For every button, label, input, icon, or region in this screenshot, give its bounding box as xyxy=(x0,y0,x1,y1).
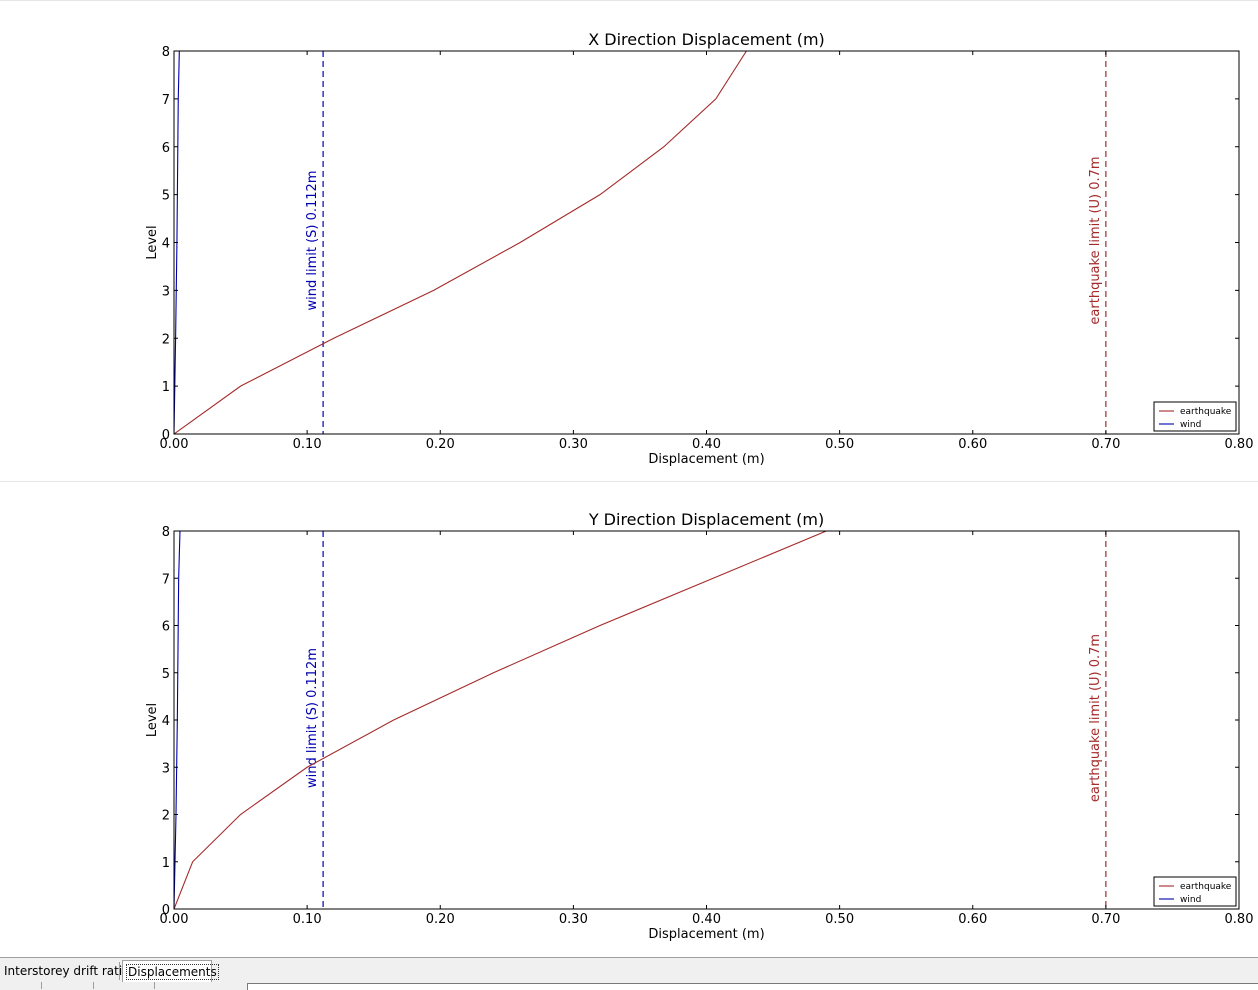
chart-title: Y Direction Displacement (m) xyxy=(588,510,824,529)
x-tick-label: 0.30 xyxy=(559,437,588,452)
status-bar xyxy=(0,982,1258,990)
legend-label: wind xyxy=(1180,420,1201,430)
y-tick-label: 8 xyxy=(162,45,170,60)
x-tick-label: 0.80 xyxy=(1225,912,1254,927)
x-tick-label: 0.60 xyxy=(958,437,987,452)
x-tick-label: 0.70 xyxy=(1091,912,1120,927)
y-tick-label: 5 xyxy=(162,667,170,682)
y-tick-label: 4 xyxy=(162,714,170,729)
limit-label: earthquake limit (U) 0.7m xyxy=(1088,634,1103,802)
x-tick-label: 0.30 xyxy=(559,912,588,927)
status-bar-divider xyxy=(154,982,155,989)
limit-label: wind limit (S) 0.112m xyxy=(305,170,320,310)
y-axis-label: Level xyxy=(145,225,160,259)
x-tick-label: 0.50 xyxy=(825,437,854,452)
x-tick-label: 0.40 xyxy=(692,437,721,452)
x-displacement-chart: X Direction Displacement (m) wind limit (… xyxy=(145,30,1254,467)
x-axis-label: Displacement (m) xyxy=(648,927,764,942)
status-bar-divider xyxy=(93,982,94,989)
status-bar-field xyxy=(247,983,1258,990)
chart-title: X Direction Displacement (m) xyxy=(588,30,825,49)
y-tick-label: 7 xyxy=(162,572,170,587)
x-axis-label: Displacement (m) xyxy=(648,452,764,467)
tab-label: Displacements xyxy=(126,964,219,980)
series-line-earthquake xyxy=(174,531,827,909)
x-tick-label: 0.50 xyxy=(825,912,854,927)
y-tick-label: 4 xyxy=(162,237,170,252)
x-tick-label: 0.10 xyxy=(293,437,322,452)
x-tick-label: 0.00 xyxy=(160,437,189,452)
plot-frame xyxy=(173,50,1240,435)
y-tick-label: 7 xyxy=(162,93,170,108)
y-tick-label: 0 xyxy=(162,428,170,443)
y-tick-label: 6 xyxy=(162,620,170,635)
y-tick-label: 5 xyxy=(162,189,170,204)
x-tick-label: 0.80 xyxy=(1225,437,1254,452)
tab-displacements[interactable]: Displacements xyxy=(122,960,219,982)
x-tick-label: 0.20 xyxy=(426,912,455,927)
x-tick-label: 0.70 xyxy=(1091,437,1120,452)
y-tick-label: 1 xyxy=(162,380,170,395)
legend-box xyxy=(1153,876,1237,907)
x-tick-label: 0.60 xyxy=(958,912,987,927)
x-tick-label: 0.10 xyxy=(293,912,322,927)
legend-label: earthquake xyxy=(1180,882,1232,892)
legend-label: wind xyxy=(1180,895,1201,905)
y-displacement-panel: Y Direction Displacement (m) wind limit (… xyxy=(0,481,1258,958)
series-group xyxy=(174,51,747,434)
x-tick-label: 0.40 xyxy=(692,912,721,927)
legend-box xyxy=(1153,401,1237,432)
y-tick-label: 2 xyxy=(162,332,170,347)
y-tick-label: 2 xyxy=(162,809,170,824)
y-tick-label: 1 xyxy=(162,856,170,871)
legend-label: earthquake xyxy=(1180,407,1232,417)
y-tick-label: 3 xyxy=(162,761,170,776)
plot-frame xyxy=(173,530,1240,910)
tab-label: Interstorey drift ratios xyxy=(4,964,136,978)
limit-label: wind limit (S) 0.112m xyxy=(305,648,320,788)
y-tick-label: 3 xyxy=(162,284,170,299)
y-tick-label: 8 xyxy=(162,525,170,540)
series-group xyxy=(174,531,827,909)
y-displacement-chart: Y Direction Displacement (m) wind limit (… xyxy=(145,510,1254,942)
limit-label: earthquake limit (U) 0.7m xyxy=(1088,156,1103,324)
y-tick-label: 6 xyxy=(162,141,170,156)
tab-interstorey-drift-ratios[interactable]: Interstorey drift ratios xyxy=(0,962,136,980)
y-axis-label: Level xyxy=(145,703,160,737)
x-tick-label: 0.20 xyxy=(426,437,455,452)
x-tick-label: 0.00 xyxy=(160,912,189,927)
series-line-earthquake xyxy=(174,51,747,434)
status-bar-divider xyxy=(41,982,42,989)
y-tick-label: 0 xyxy=(162,903,170,918)
x-displacement-panel: X Direction Displacement (m) wind limit (… xyxy=(0,0,1258,482)
